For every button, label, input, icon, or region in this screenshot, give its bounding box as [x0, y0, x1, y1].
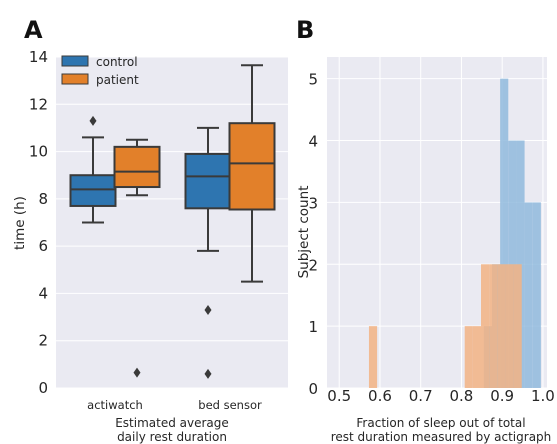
legend-label-control: control	[96, 55, 138, 69]
panel-b-ylabel: Subject count	[296, 186, 312, 279]
panel-b-letter: B	[296, 16, 314, 44]
panel-a-ytick-label: 4	[38, 284, 48, 302]
outlier-point	[204, 368, 212, 379]
legend-swatch-control	[61, 55, 89, 67]
panel-a-xlabel-line2: daily rest duration	[117, 430, 227, 444]
panel-b-ytick-label: 1	[308, 318, 318, 336]
hist-bar-patient	[489, 264, 498, 388]
hist-bar-control	[524, 202, 533, 388]
outlier-point	[133, 367, 141, 378]
panel-b-xtick-label: 0.5	[327, 387, 351, 405]
panel-b-xtick-label: 0.9	[490, 387, 514, 405]
hist-bar-control	[532, 202, 541, 388]
panel-a-ytick-label: 8	[38, 190, 48, 208]
panel-b-xlabel-line2: rest duration measured by actigraph	[331, 430, 552, 444]
panel-b-xlabel-line1: Fraction of sleep out of total	[356, 416, 525, 430]
panel-a-ytick-label: 0	[38, 379, 48, 397]
hist-bar-control	[500, 78, 509, 388]
panel-a-ytick-label: 10	[29, 143, 48, 161]
legend: control patient	[61, 55, 139, 87]
legend-label-patient: patient	[96, 73, 139, 87]
panel-a-xlabel-line1: Estimated average	[115, 416, 229, 430]
hist-bar-patient	[481, 264, 490, 388]
panel-b-ytick-label: 3	[308, 194, 318, 212]
panel-b-xtick-label: 1.0	[531, 387, 555, 405]
panel-b-xtick-label: 0.7	[409, 387, 433, 405]
panel-a-ytick-label: 14	[29, 48, 48, 66]
hist-bar-patient	[497, 264, 506, 388]
panel-b-ytick-label: 5	[308, 71, 318, 89]
box-patient	[113, 145, 161, 189]
panel-b-histogram: 0 1 2 3 4 5 0.5 0.6 0.7 0.8 0.9 1.0	[308, 57, 555, 405]
panel-a-ytick-label: 6	[38, 237, 48, 255]
hist-bar-patient	[368, 326, 378, 388]
hist-bar-patient	[472, 326, 481, 388]
legend-swatch-patient	[61, 73, 89, 85]
panel-a-letter: A	[24, 16, 43, 44]
panel-a-ytick-label: 12	[29, 95, 48, 113]
outlier-point	[89, 115, 97, 126]
panel-b-xtick-label: 0.6	[368, 387, 392, 405]
panel-a-ytick-label: 2	[38, 332, 48, 350]
box-patient	[228, 122, 276, 211]
panel-a-category-label: bed sensor	[198, 398, 262, 412]
box-control	[184, 152, 232, 210]
box-control	[69, 174, 117, 207]
panel-b-xtick-label: 0.8	[450, 387, 474, 405]
hist-bar-patient	[505, 264, 514, 388]
panel-a-ylabel: time (h)	[12, 196, 28, 250]
panel-a-category-label: actiwatch	[87, 398, 143, 412]
outlier-point	[204, 304, 212, 315]
hist-bar-patient	[513, 264, 522, 388]
hist-bar-patient	[464, 326, 473, 388]
panel-b-ytick-label: 4	[308, 133, 318, 151]
panel-b-ytick-label: 2	[308, 256, 318, 274]
panel-b-ytick-label: 0	[308, 380, 318, 398]
panel-a-boxplot: 0 2 4 6 8 10 12 14 actiwatch bed sensor	[29, 48, 288, 412]
